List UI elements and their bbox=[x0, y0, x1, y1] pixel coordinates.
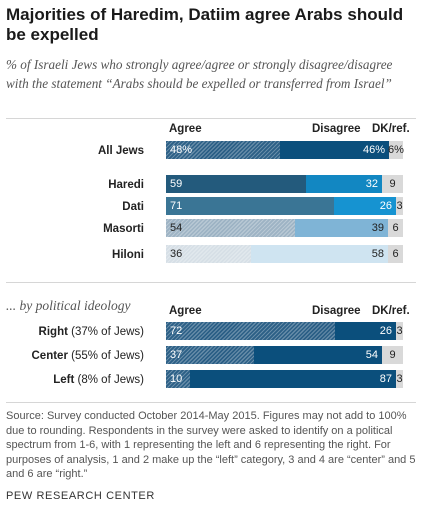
row-label-right: Right (37% of Jews) bbox=[38, 326, 144, 338]
bar-row-haredi: 59 32 9 bbox=[166, 175, 403, 193]
disagree-bar-segment bbox=[254, 346, 382, 364]
disagree-value-label: 26 bbox=[379, 325, 392, 337]
bar-row-masorti: 54 39 6 bbox=[166, 219, 403, 237]
column-header-disagree: Disagree bbox=[312, 123, 361, 135]
dk-value-label: 6% bbox=[388, 144, 404, 156]
dk-bar-segment bbox=[396, 370, 403, 388]
dk-value-label: 6 bbox=[392, 248, 399, 260]
disagree-value-label: 46% bbox=[362, 144, 385, 156]
dk-bar-segment bbox=[388, 245, 403, 263]
dk-bar-segment bbox=[396, 322, 403, 340]
agree-bar-segment bbox=[166, 219, 295, 237]
dk-bar-segment bbox=[382, 175, 403, 193]
bar-row-hiloni: 36 58 6 bbox=[166, 245, 403, 263]
row-label-hiloni: Hiloni bbox=[112, 249, 144, 261]
disagree-bar-segment bbox=[335, 322, 396, 340]
row-label-center: Center (55% of Jews) bbox=[31, 350, 145, 362]
row-label-left: Left (8% of Jews) bbox=[53, 374, 144, 386]
row-label-dati: Dati bbox=[122, 201, 144, 213]
disagree-value-label: 54 bbox=[365, 349, 378, 361]
disagree-value-label: 32 bbox=[365, 178, 378, 190]
dk-bar-segment bbox=[388, 219, 403, 237]
section-label-ideology: ... by political ideology bbox=[6, 298, 131, 313]
disagree-bar-segment bbox=[295, 219, 388, 237]
column-header-dk-2: DK/ref. bbox=[372, 305, 410, 317]
disagree-bar-segment bbox=[334, 197, 396, 215]
dk-bar-segment bbox=[396, 197, 403, 215]
agree-bar-segment bbox=[166, 175, 306, 193]
section-divider bbox=[6, 282, 416, 283]
source-rule bbox=[6, 402, 416, 403]
column-header-agree: Agree bbox=[169, 123, 202, 135]
agree-value-label: 54 bbox=[170, 222, 183, 234]
agree-value-label: 59 bbox=[170, 178, 183, 190]
agree-value-label: 37 bbox=[170, 349, 183, 361]
column-header-disagree-2: Disagree bbox=[312, 305, 361, 317]
agree-value-label: 72 bbox=[170, 325, 183, 337]
bar-row-center: 37 54 9 bbox=[166, 346, 403, 364]
disagree-value-label: 26 bbox=[379, 200, 392, 212]
disagree-value-label: 58 bbox=[371, 248, 384, 260]
column-header-dk: DK/ref. bbox=[372, 123, 410, 135]
chart-title: Majorities of Haredim, Datiim agree Arab… bbox=[6, 5, 404, 44]
bar-row-left: 10 87 3 bbox=[166, 370, 403, 388]
dk-value-label: 3 bbox=[396, 373, 403, 385]
header-rule bbox=[6, 118, 416, 119]
bar-row-dati: 71 26 3 bbox=[166, 197, 403, 215]
dk-bar-segment bbox=[382, 346, 403, 364]
agree-bar-segment bbox=[166, 141, 280, 159]
dk-value-label: 3 bbox=[396, 325, 403, 337]
chart-subtitle: % of Israeli Jews who strongly agree/agr… bbox=[6, 57, 393, 91]
bar-row-all-jews: 48% 46% 6% bbox=[166, 141, 404, 159]
disagree-value-label: 87 bbox=[379, 373, 392, 385]
dk-bar-segment bbox=[389, 141, 403, 159]
column-header-agree-2: Agree bbox=[169, 305, 202, 317]
dk-value-label: 9 bbox=[389, 349, 396, 361]
disagree-value-label: 39 bbox=[371, 222, 384, 234]
bar-row-right: 72 26 3 bbox=[166, 322, 403, 340]
disagree-bar-segment bbox=[190, 370, 396, 388]
dk-value-label: 3 bbox=[396, 200, 403, 212]
dk-value-label: 6 bbox=[392, 222, 399, 234]
dk-value-label: 9 bbox=[389, 178, 396, 190]
agree-bar-segment bbox=[166, 197, 334, 215]
source-note: Source: Survey conducted October 2014-Ma… bbox=[6, 410, 416, 481]
agree-value-label: 48% bbox=[170, 144, 193, 156]
agree-value-label: 10 bbox=[170, 373, 183, 385]
row-label-haredi: Haredi bbox=[108, 179, 144, 191]
disagree-bar-segment bbox=[280, 141, 389, 159]
disagree-bar-segment bbox=[251, 245, 388, 263]
agree-bar-segment bbox=[166, 370, 190, 388]
agree-bar-segment bbox=[166, 346, 254, 364]
row-label-all-jews: All Jews bbox=[97, 145, 144, 157]
row-label-masorti: Masorti bbox=[103, 223, 144, 235]
disagree-bar-segment bbox=[306, 175, 382, 193]
agree-value-label: 71 bbox=[170, 200, 183, 212]
agree-bar-segment bbox=[166, 245, 251, 263]
agree-value-label: 36 bbox=[170, 248, 183, 260]
pew-logo: PEW RESEARCH CENTER bbox=[6, 490, 155, 502]
agree-bar-segment bbox=[166, 322, 335, 340]
